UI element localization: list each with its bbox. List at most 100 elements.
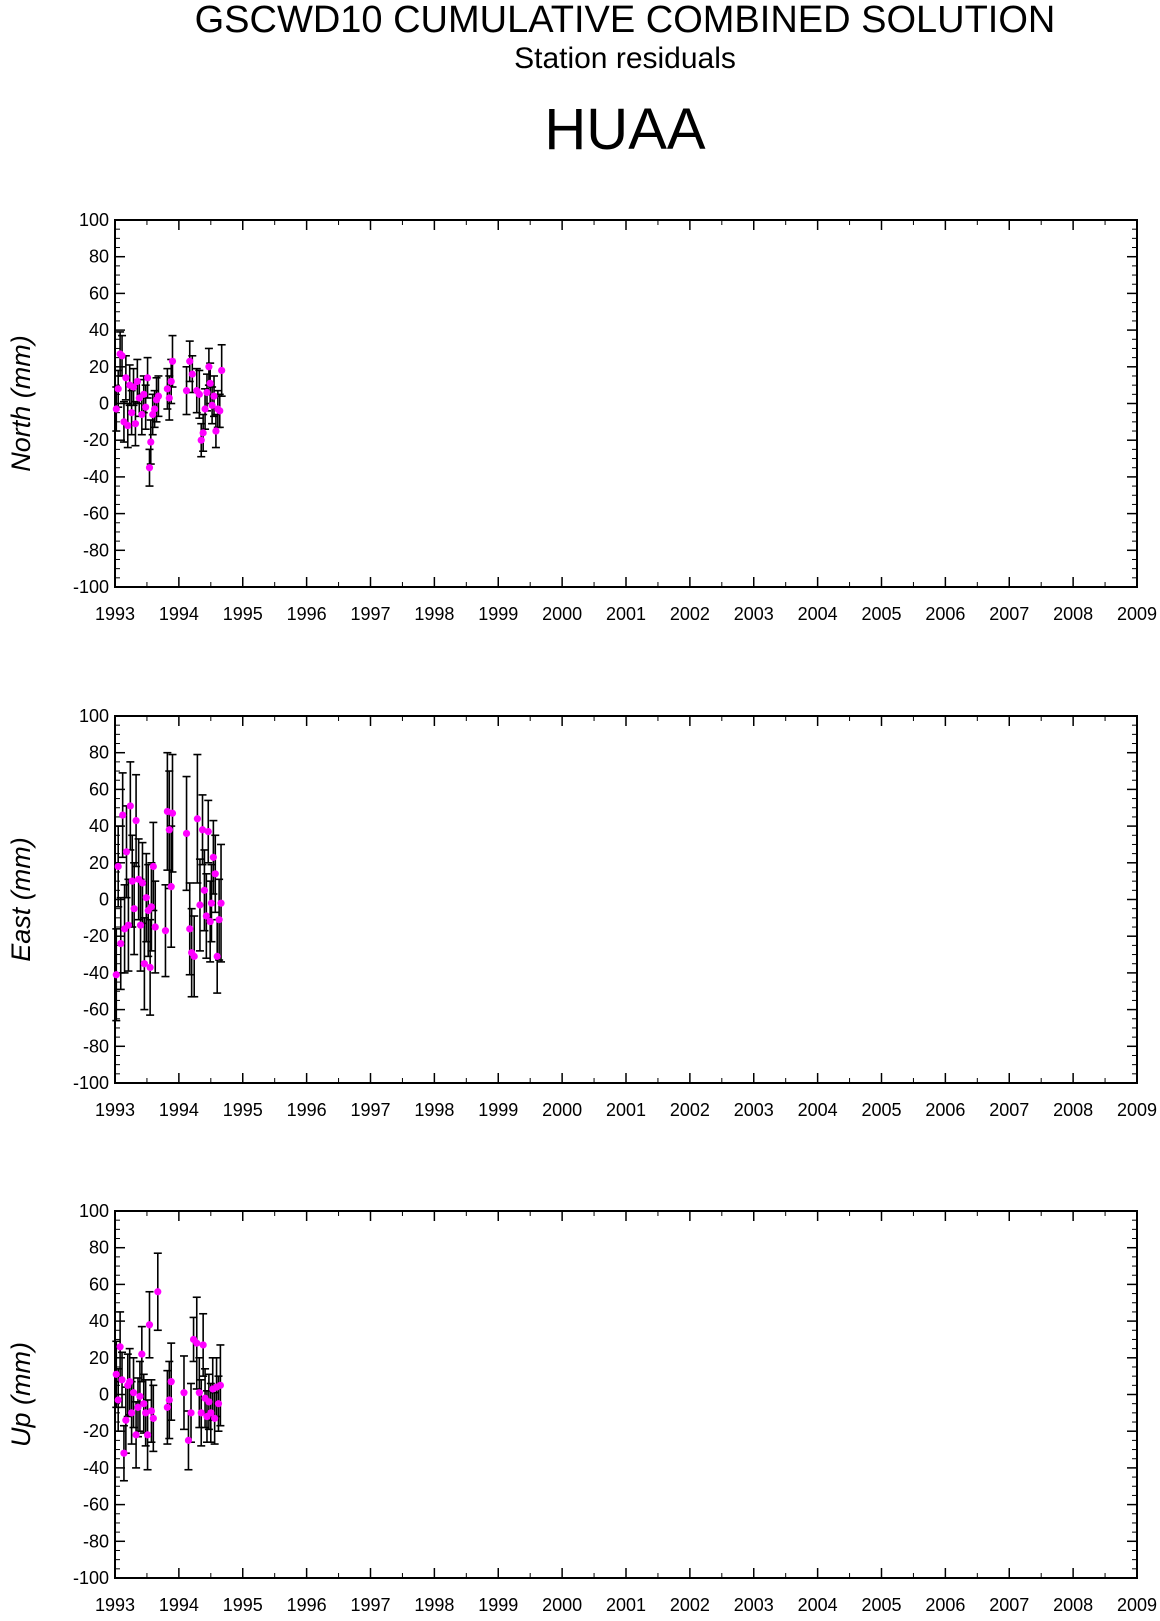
north-x-tick-label: 2006 <box>925 604 965 624</box>
north-data-point <box>201 405 209 413</box>
up-data-point <box>180 1389 188 1397</box>
north-x-tick-label: 1997 <box>350 604 390 624</box>
up-data-point <box>114 1396 122 1404</box>
up-data-point <box>132 1431 140 1439</box>
east-x-tick-label: 2002 <box>670 1100 710 1120</box>
north-data-point <box>167 377 175 386</box>
north-data-point <box>218 366 226 375</box>
up-x-tick-label: 1997 <box>350 1595 390 1615</box>
east-y-tick-label: -20 <box>83 926 109 946</box>
north-x-tick-label: 1999 <box>478 604 518 624</box>
north-data-point <box>114 385 122 393</box>
up-data-point <box>142 1409 150 1417</box>
north-data-point <box>216 407 224 415</box>
east-data-point <box>130 905 138 913</box>
up-y-tick-label: 100 <box>79 1201 109 1221</box>
up-data-point <box>187 1409 195 1417</box>
north-y-tick-label: -60 <box>83 504 109 524</box>
up-y-tick-label: 0 <box>99 1385 109 1405</box>
east-y-tick-label: -60 <box>83 1000 109 1020</box>
north-data-point <box>143 374 152 382</box>
up-x-tick-label: 2007 <box>989 1595 1029 1615</box>
up-data-point <box>129 1389 138 1397</box>
east-plot-frame <box>114 715 1138 1084</box>
east-x-tick-label: 2004 <box>798 1100 838 1120</box>
east-x-tick-label: 2007 <box>989 1100 1029 1120</box>
east-y-tick-label: 0 <box>99 890 109 910</box>
north-data-point <box>182 387 191 395</box>
up-y-tick-label: -100 <box>73 1568 109 1588</box>
east-data-point <box>193 815 201 823</box>
east-data-point <box>147 903 156 911</box>
up-x-tick-label: 2006 <box>925 1595 965 1615</box>
up-data-point <box>167 1378 175 1386</box>
east-data-point <box>182 829 191 838</box>
up-data-point <box>199 1341 207 1349</box>
up-x-tick-label: 1993 <box>95 1595 135 1615</box>
east-panel: 1993 1994 1995 1996 1997 1998 1999 2000 2001 2002… <box>6 706 1157 1120</box>
up-data-point <box>165 1396 173 1404</box>
north-data-point <box>149 410 157 419</box>
north-y-tick-label: 20 <box>89 357 109 377</box>
east-x-tick-label: 2009 <box>1117 1100 1157 1120</box>
up-data-point <box>143 1431 152 1439</box>
east-data-point <box>138 879 147 887</box>
north-data-point <box>131 420 140 428</box>
up-data-point <box>163 1403 171 1411</box>
up-data-point <box>147 1407 156 1415</box>
east-data-point <box>114 862 122 871</box>
up-data-point <box>116 1343 124 1351</box>
up-data-point <box>216 1381 224 1389</box>
north-panel: 1993 1994 1995 1996 1997 1998 1999 2000 2001 2002… <box>6 210 1157 624</box>
up-y-tick-label: -20 <box>83 1421 109 1441</box>
up-data-point <box>118 1376 126 1384</box>
north-y-axis-label: North (mm) <box>6 335 36 472</box>
east-y-tick-label: 80 <box>89 743 109 763</box>
up-data-point <box>211 1414 219 1422</box>
up-y-tick-label: -80 <box>83 1531 109 1551</box>
north-y-tick-label: -40 <box>83 467 109 487</box>
north-x-tick-label: 1998 <box>414 604 454 624</box>
up-data-point <box>205 1398 213 1406</box>
east-data-point <box>211 870 219 878</box>
north-data-point <box>197 436 205 444</box>
up-x-tick-label: 2005 <box>861 1595 901 1615</box>
east-data-point <box>128 877 136 885</box>
up-x-tick-label: 1999 <box>478 1595 518 1615</box>
east-y-tick-label: -80 <box>83 1036 109 1056</box>
up-x-tick-label: 2001 <box>606 1595 646 1615</box>
up-x-tick-label: 2004 <box>798 1595 838 1615</box>
up-data-point <box>134 1403 142 1411</box>
up-data-point <box>120 1449 128 1457</box>
east-data-point <box>149 862 157 871</box>
east-data-point <box>168 809 177 817</box>
north-data-point <box>186 357 194 365</box>
north-x-tick-label: 1993 <box>95 604 135 624</box>
north-x-tick-label: 2005 <box>861 604 901 624</box>
up-data-point <box>145 1321 154 1329</box>
up-x-tick-label: 1998 <box>414 1595 454 1615</box>
north-x-tick-label: 2000 <box>542 604 582 624</box>
up-data-point <box>122 1416 130 1424</box>
north-data-point <box>128 409 136 417</box>
north-data-point <box>199 429 207 437</box>
up-y-tick-label: 60 <box>89 1274 109 1294</box>
east-y-tick-label: 100 <box>79 706 109 726</box>
east-data-point <box>196 901 204 909</box>
up-x-tick-label: 2000 <box>542 1595 582 1615</box>
up-data-point <box>195 1389 203 1397</box>
east-data-point <box>136 921 145 929</box>
up-x-tick-label: 1996 <box>287 1595 327 1615</box>
up-y-axis-label: Up (mm) <box>6 1342 36 1447</box>
north-data-point <box>151 405 159 413</box>
east-data-point <box>209 853 217 861</box>
up-y-tick-label: 20 <box>89 1348 109 1368</box>
north-x-tick-label: 2003 <box>734 604 774 624</box>
north-data-point <box>140 390 148 398</box>
north-data-point <box>145 464 154 472</box>
north-y-tick-label: 40 <box>89 320 109 340</box>
north-data-point <box>129 383 138 391</box>
north-x-tick-label: 2002 <box>670 604 710 624</box>
north-y-tick-label: -100 <box>73 577 109 597</box>
